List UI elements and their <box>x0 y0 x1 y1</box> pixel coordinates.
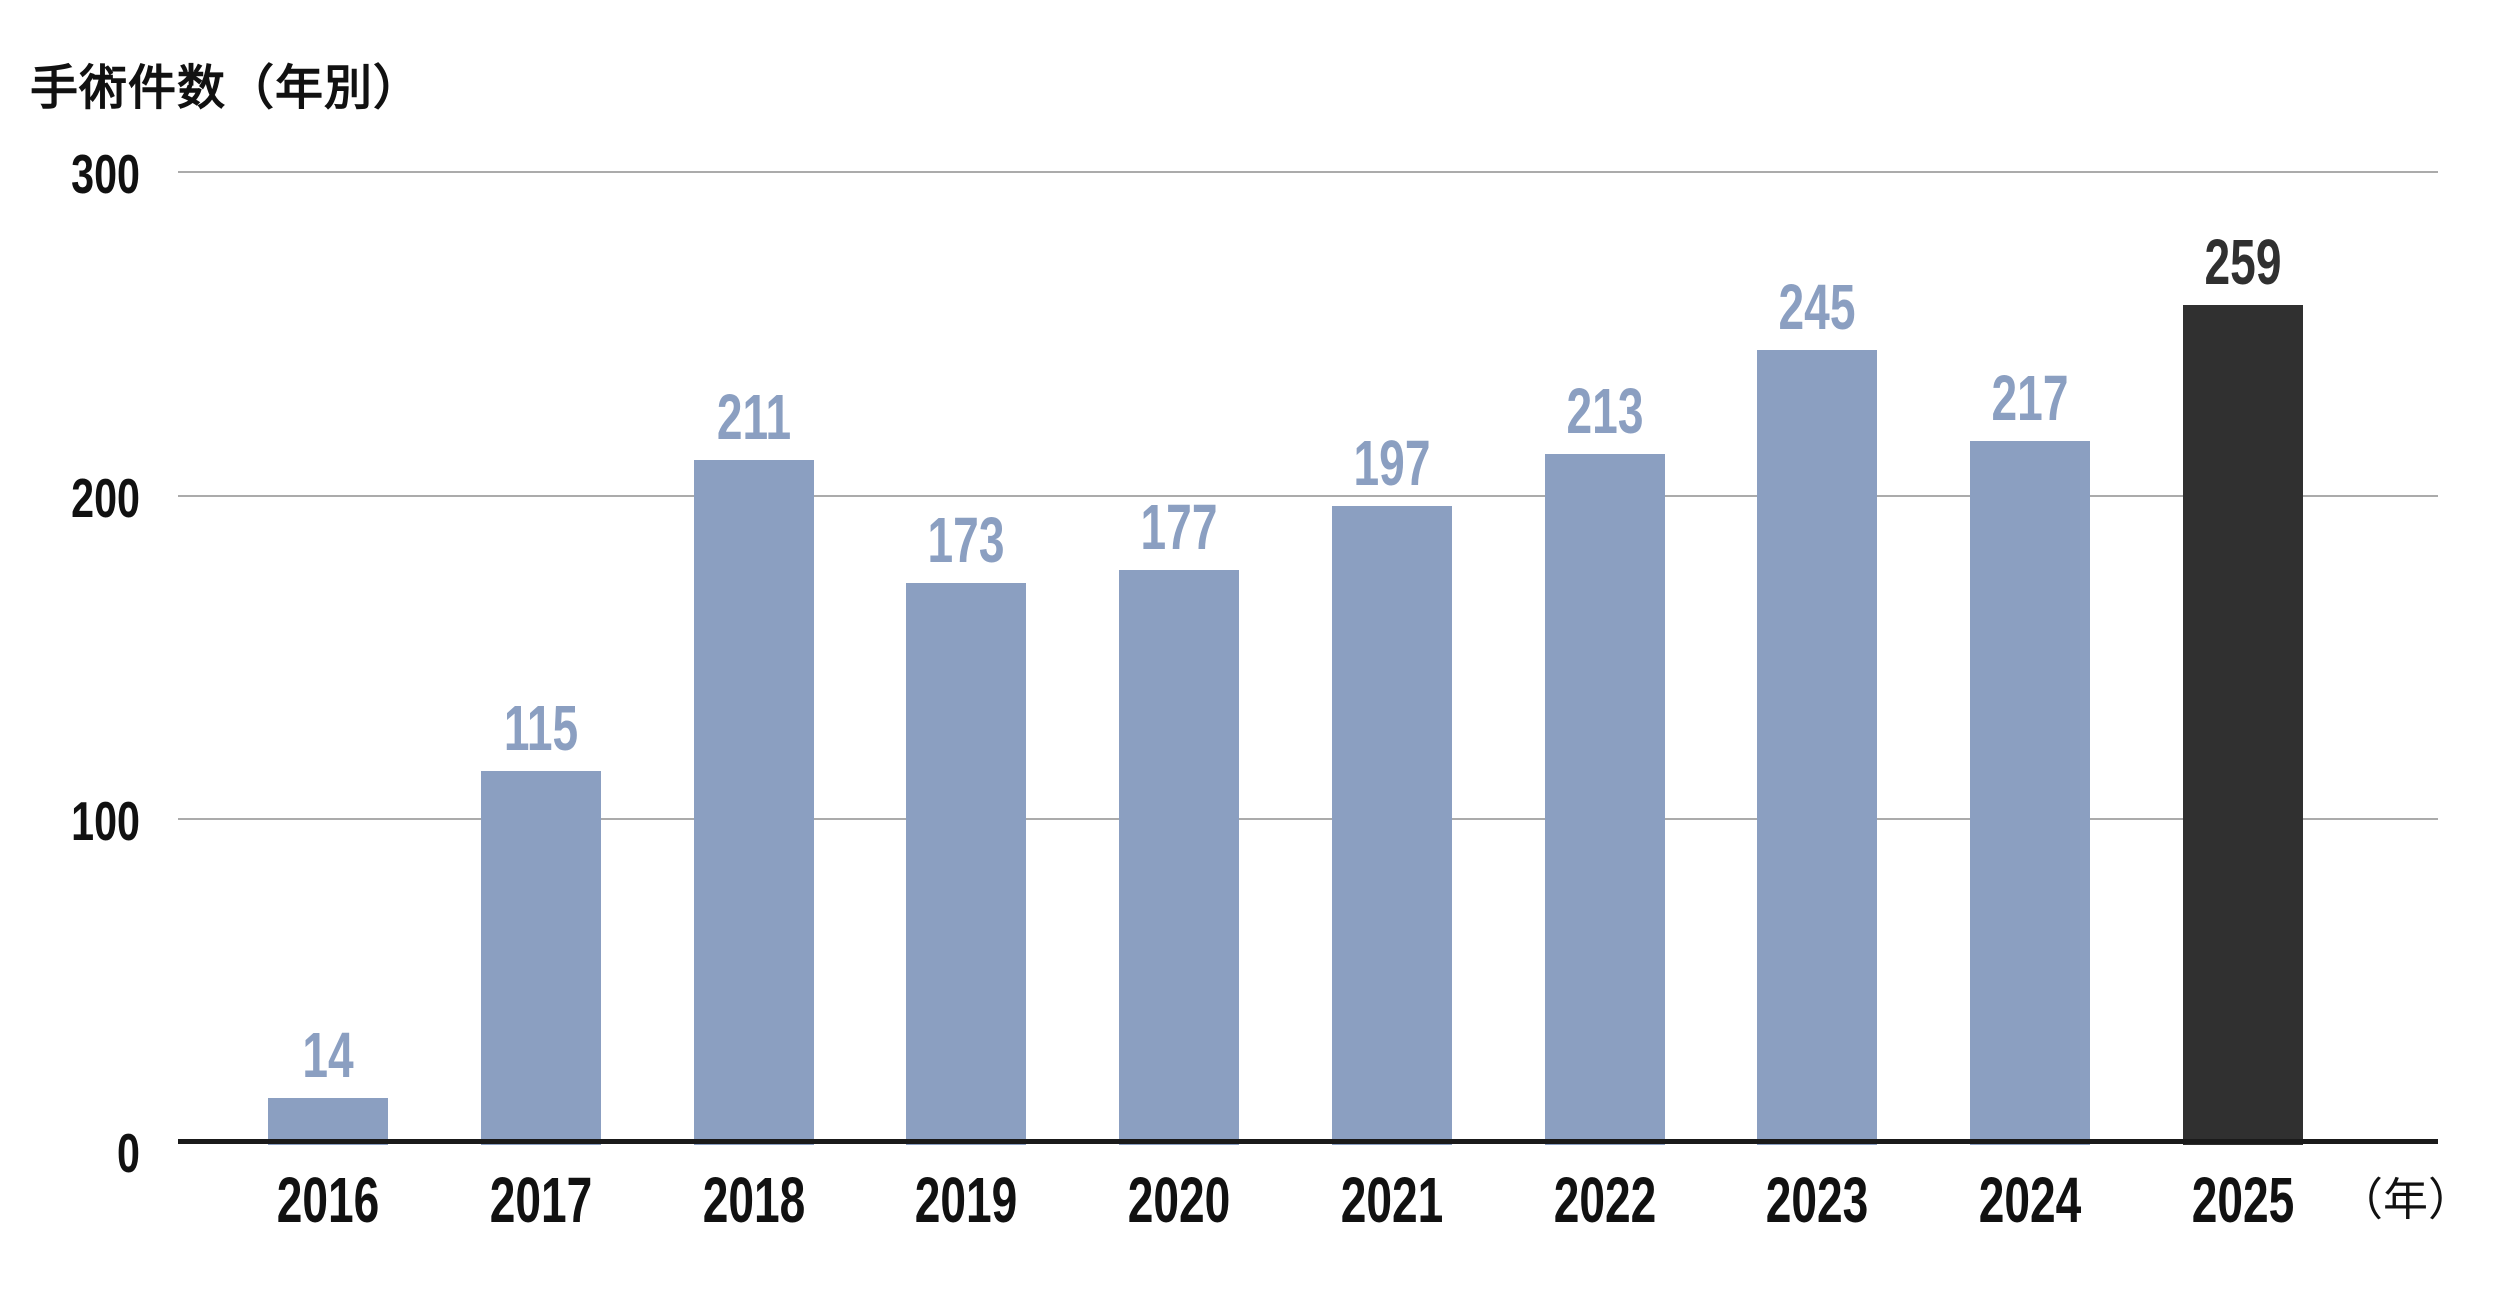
bar-2025 <box>2183 305 2304 1145</box>
x-tick-label-2016: 2016 <box>276 1164 380 1236</box>
bar-2022 <box>1544 453 1665 1145</box>
value-label-2024: 217 <box>1991 361 2069 434</box>
value-label-2018: 211 <box>716 381 791 454</box>
y-tick-label-100: 100 <box>71 790 140 853</box>
bar-2024 <box>1970 440 2091 1145</box>
value-label-2019: 173 <box>927 504 1005 577</box>
x-tick-label-2021: 2021 <box>1340 1164 1444 1236</box>
bar-2019 <box>906 583 1027 1145</box>
value-label-2021: 197 <box>1353 426 1431 499</box>
x-tick-label-2020: 2020 <box>1127 1164 1231 1236</box>
bar-2017 <box>480 770 601 1145</box>
x-tick-label-2017: 2017 <box>489 1164 593 1236</box>
x-tick-label-2024: 2024 <box>1978 1164 2082 1236</box>
x-tick-label-2018: 2018 <box>702 1164 805 1236</box>
bar-2020 <box>1119 570 1240 1145</box>
chart-title: 手術件数（年別） <box>30 62 423 115</box>
value-label-2025: 259 <box>2204 226 2282 298</box>
x-tick-label-2019: 2019 <box>915 1164 1018 1236</box>
value-label-2020: 177 <box>1140 491 1218 564</box>
y-tick-label-300: 300 <box>71 143 140 206</box>
x-tick-label-2022: 2022 <box>1553 1164 1656 1236</box>
bar-2023 <box>1757 350 1878 1145</box>
value-label-2023: 245 <box>1779 271 1856 344</box>
value-label-2016: 14 <box>302 1018 354 1091</box>
value-label-2017: 115 <box>503 691 578 764</box>
y-tick-label-200: 200 <box>71 466 140 529</box>
bar-2018 <box>693 460 814 1145</box>
y-gridline-200 <box>178 494 2438 497</box>
value-label-2022: 213 <box>1566 374 1644 447</box>
x-tick-label-2025: 2025 <box>2191 1164 2295 1236</box>
x-tick-label-2023: 2023 <box>1766 1164 1869 1236</box>
bar-2021 <box>1331 505 1452 1145</box>
x-axis-unit-label: （年） <box>2338 1174 2474 1225</box>
x-axis-line <box>178 1139 2438 1144</box>
bar-2016 <box>268 1097 388 1145</box>
y-tick-label-0: 0 <box>117 1122 140 1184</box>
y-gridline-100 <box>178 818 2438 821</box>
y-gridline-300 <box>178 171 2438 174</box>
